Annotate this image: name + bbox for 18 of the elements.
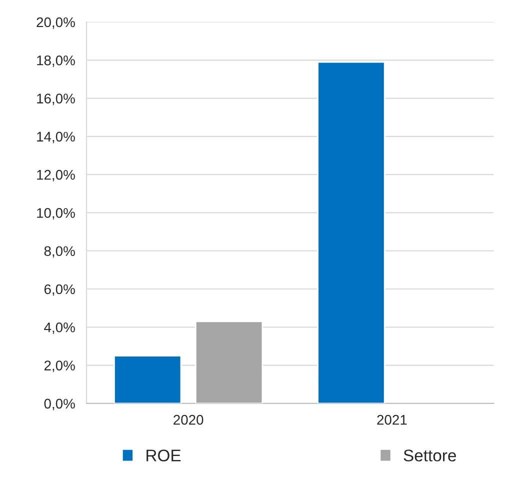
bar [317,61,386,404]
legend-label: ROE [146,450,181,462]
x-tick-label: 2021 [377,414,407,425]
y-tick-label: 6,0% [44,284,75,296]
y-tick-label: 14,0% [37,132,75,144]
bar [194,320,264,404]
x-tick-label: 2020 [174,414,204,425]
legend-label: Settore [404,450,456,462]
y-tick-label: 8,0% [44,246,75,258]
y-tick-label: 20,0% [36,17,75,29]
y-tick-label: 10,0% [37,208,75,220]
y-tick-label: 0,0% [44,398,75,410]
y-tick-label: 16,0% [37,94,75,106]
y-tick-label: 2,0% [44,360,75,372]
y-tick-label: 4,0% [44,322,75,334]
y-tick-label: 12,0% [37,170,75,182]
bar [114,355,182,404]
y-tick-label: 18,0% [37,55,75,67]
